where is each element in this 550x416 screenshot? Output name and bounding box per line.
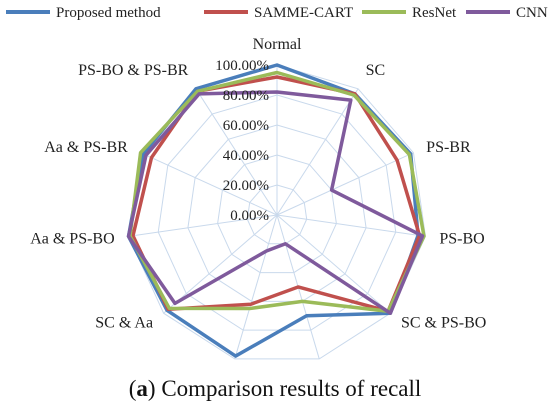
grid-spoke: [276, 152, 414, 216]
category-label-ps-bo: PS-BO: [439, 230, 484, 247]
category-label-sc-and-aa: SC & Aa: [95, 314, 153, 331]
tick-label: 40.00%: [223, 148, 269, 164]
category-label-ps-br: PS-BR: [426, 139, 471, 156]
tick-label: 80.00%: [223, 88, 269, 104]
grid-ring: [187, 124, 367, 302]
category-label-sc-and-ps-bo: SC & PS-BO: [401, 314, 486, 331]
series-cnn: [126, 90, 425, 315]
caption-text: Comparison results of recall: [161, 376, 422, 401]
category-label-normal: Normal: [253, 36, 302, 53]
legend: Proposed method SAMME-CART ResNet CNN: [6, 5, 548, 21]
legend-label-samme-cart: SAMME-CART: [254, 5, 353, 21]
category-label-ps-bo-and-ps-br: PS-BO & PS-BR: [78, 62, 189, 79]
grid-spoke: [276, 214, 391, 314]
legend-label-cnn: CNN: [516, 5, 548, 21]
radar-chart: 0.00% 20.00% 40.00% 60.00% 80.00% 100.00% Nor…: [6, 5, 548, 360]
grid-spoke: [128, 214, 278, 237]
legend-label-resnet: ResNet: [412, 5, 457, 21]
tick-label: 20.00%: [223, 178, 269, 194]
radar-grid: [128, 64, 426, 360]
radar-series: [126, 63, 426, 358]
radial-tick-labels: 0.00% 20.00% 40.00% 60.00% 80.00% 100.00%: [215, 58, 269, 224]
category-label-aa-and-ps-bo: Aa & PS-BO: [30, 230, 114, 247]
grid-spoke: [234, 214, 278, 360]
series-samme-cart: [131, 75, 422, 314]
tick-label: 0.00%: [230, 208, 269, 224]
grid-spoke: [195, 88, 278, 216]
series-resnet: [128, 70, 426, 314]
tick-label: 60.00%: [223, 118, 269, 134]
grid-spoke: [276, 214, 426, 237]
grid-ring: [246, 184, 308, 245]
caption-label: a: [136, 376, 148, 401]
category-label-sc: SC: [366, 62, 386, 79]
grid-ring: [157, 94, 397, 331]
grid-spoke: [276, 88, 359, 216]
tick-label: 100.00%: [215, 58, 269, 74]
category-label-aa-and-ps-br: Aa & PS-BR: [44, 139, 128, 156]
grid-spoke: [140, 152, 278, 216]
legend-label-proposed-method: Proposed method: [56, 5, 161, 21]
figure-caption: (a) Comparison results of recall: [128, 376, 422, 401]
grid-spoke: [163, 214, 278, 314]
grid-ring: [217, 154, 337, 274]
